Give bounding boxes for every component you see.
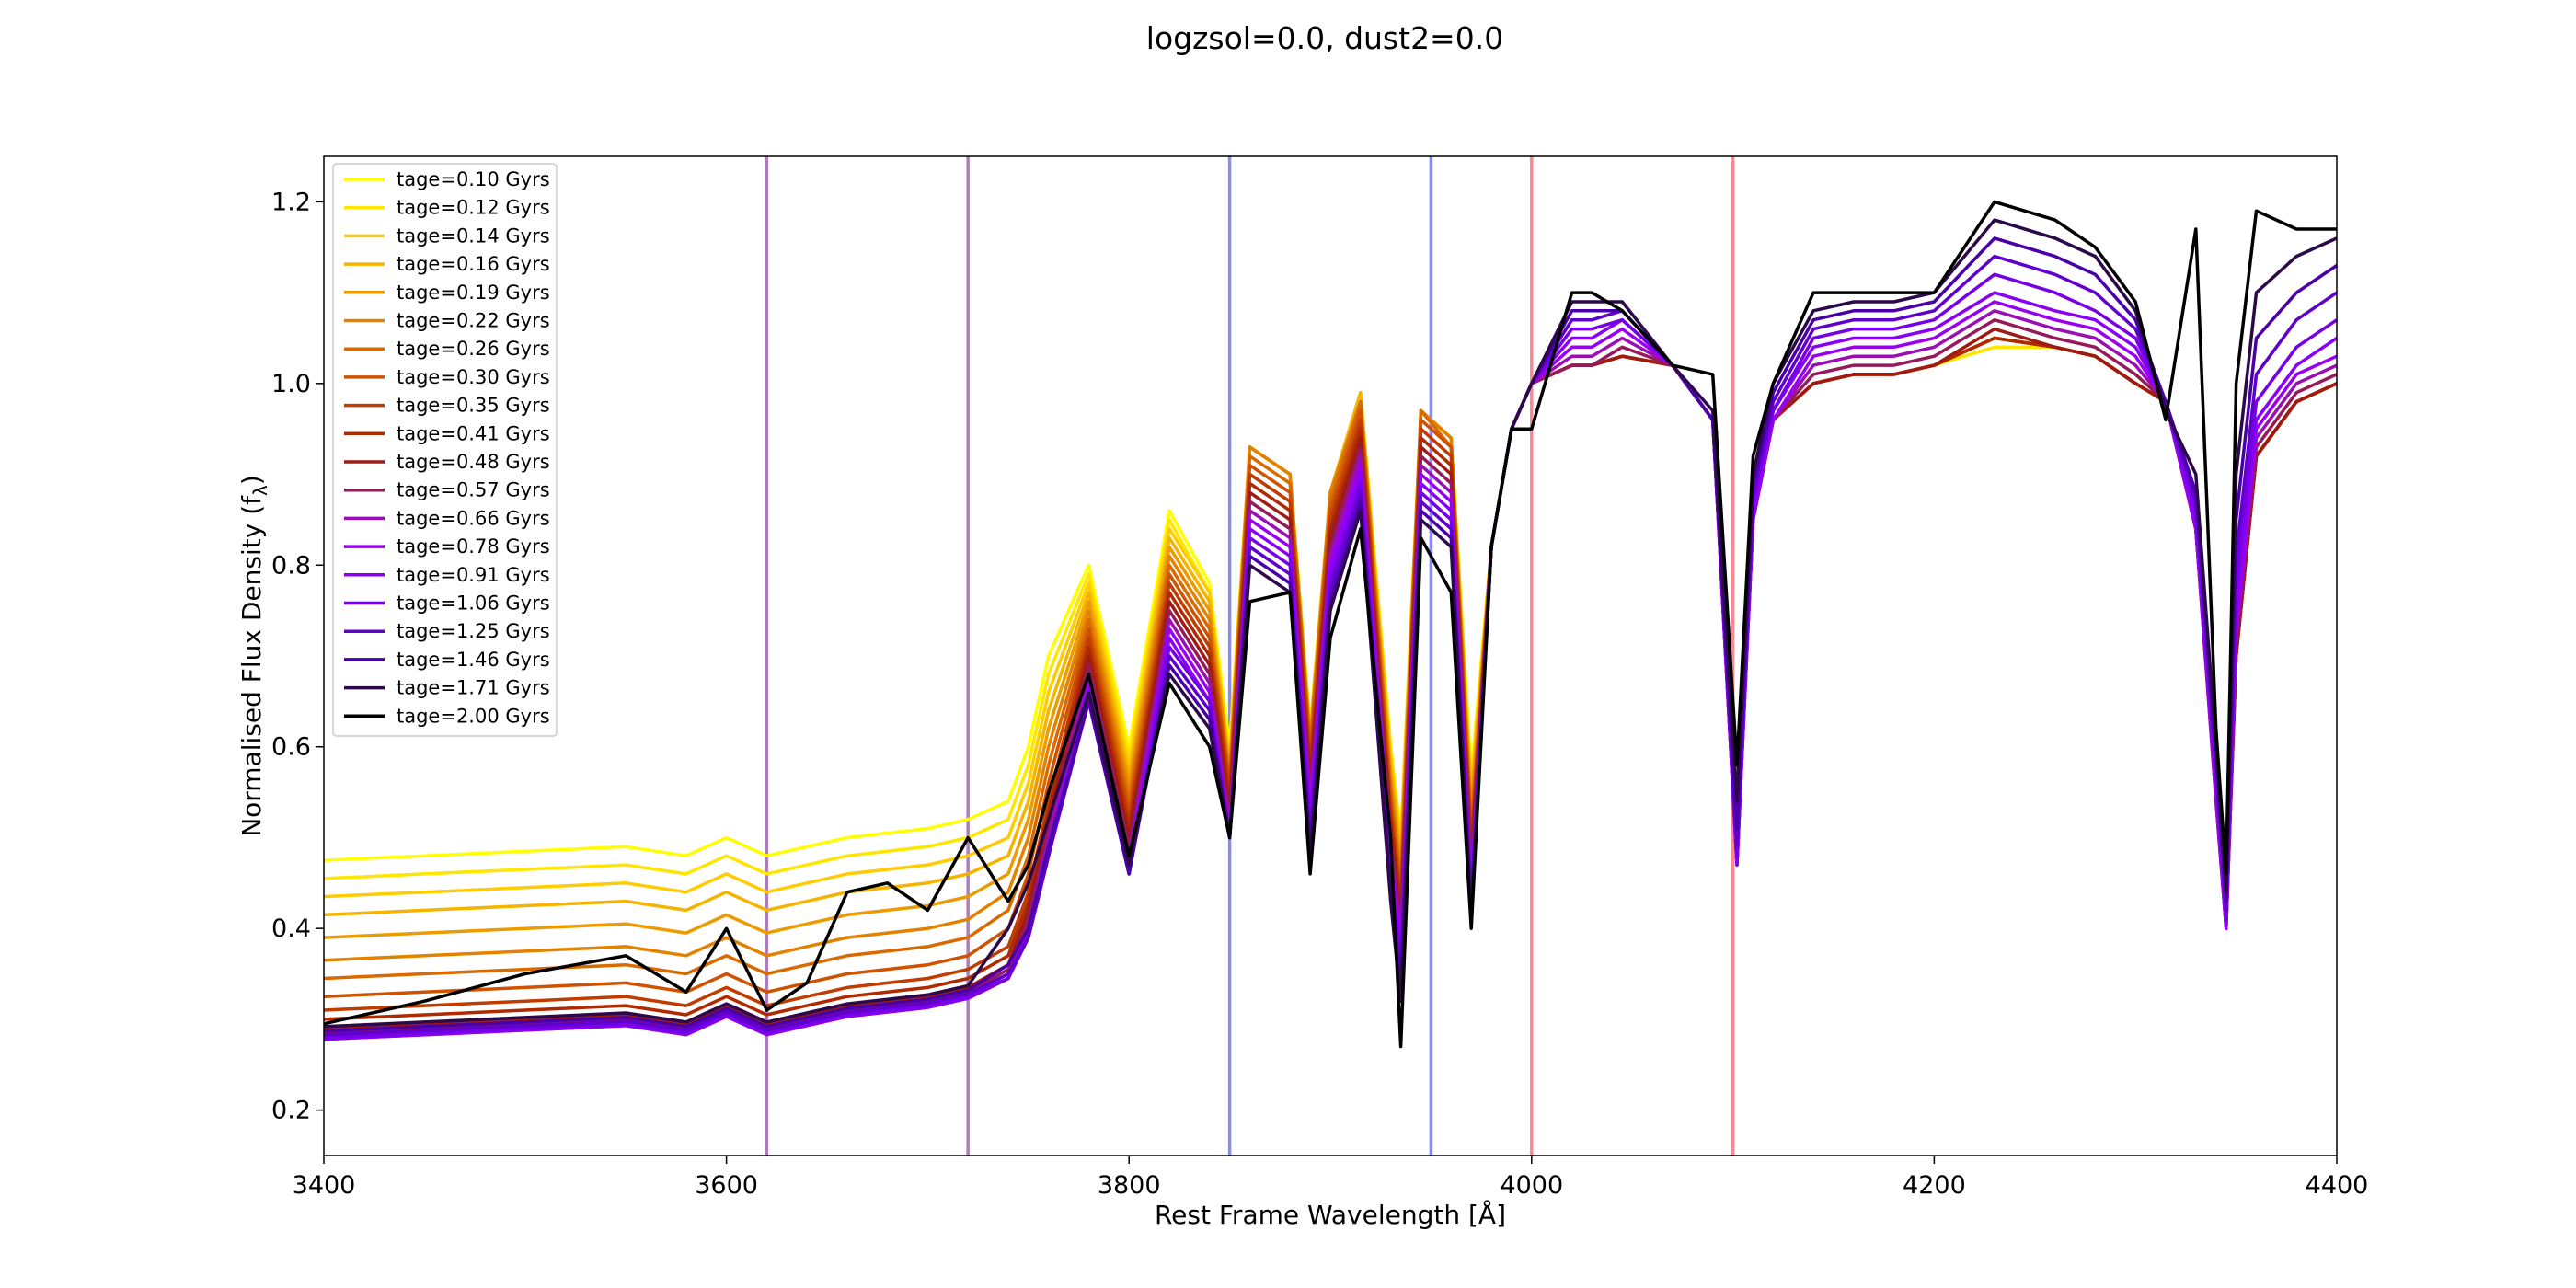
series-line-18 (323, 236, 2338, 1033)
plot-frame (323, 155, 2338, 1156)
y-axis: 0.2 0.4 0.6 0.8 1.0 1.2 (271, 188, 324, 1125)
legend-label: tage=0.19 Gyrs (397, 282, 550, 304)
legend-label: tage=0.78 Gyrs (397, 535, 550, 558)
series-line-10 (323, 336, 2338, 1021)
x-axis-title: Rest Frame Wavelength [Å] (1155, 1199, 1506, 1230)
series-line-13 (323, 309, 2338, 1040)
x-tick-label: 3400 (293, 1171, 356, 1200)
legend-label: tage=1.46 Gyrs (397, 649, 550, 671)
series-line-16 (323, 272, 2338, 1040)
legend-label: tage=0.30 Gyrs (397, 366, 550, 388)
legend-label: tage=0.14 Gyrs (397, 224, 550, 247)
series-line-12 (323, 317, 2338, 1035)
y-tick-label: 0.6 (271, 733, 311, 762)
legend-label: tage=0.35 Gyrs (397, 395, 550, 417)
legend-box (332, 163, 558, 737)
legend-label: tage=0.22 Gyrs (397, 310, 550, 332)
legend-label: tage=1.71 Gyrs (397, 677, 550, 699)
reference-lines (765, 156, 1735, 1156)
y-tick-label: 0.4 (271, 914, 311, 943)
series-line-15 (323, 291, 2338, 1041)
y-tick-label: 0.8 (271, 551, 311, 580)
series-lines (323, 200, 2338, 1049)
series-line-11 (323, 327, 2338, 1030)
legend-label: tage=0.91 Gyrs (397, 564, 550, 586)
series-line-14 (323, 300, 2338, 1041)
legend-label: tage=0.26 Gyrs (397, 338, 550, 360)
legend-label: tage=0.16 Gyrs (397, 253, 550, 275)
legend-label: tage=0.66 Gyrs (397, 507, 550, 529)
legend-label: tage=1.06 Gyrs (397, 592, 550, 615)
y-tick-label: 1.2 (271, 188, 311, 216)
x-tick-label: 4200 (1903, 1171, 1966, 1200)
legend: tage=0.10 Gyrs tage=0.12 Gyrs tage=0.14 Gy… (332, 163, 558, 737)
x-tick-label: 3800 (1098, 1171, 1161, 1200)
series-line-19 (323, 218, 2338, 1029)
x-tick-label: 4400 (2306, 1171, 2369, 1200)
legend-label: tage=0.10 Gyrs (397, 168, 550, 190)
chart-title: logzsol=0.0, dust2=0.0 (1146, 20, 1503, 56)
series-line-8 (323, 336, 2338, 998)
series-line-20 (323, 200, 2337, 1049)
legend-label: tage=2.00 Gyrs (397, 705, 550, 727)
series-line-17 (323, 254, 2338, 1037)
x-axis: 3400 3600 3800 4000 4200 4400 (293, 1156, 2369, 1200)
legend-label: tage=0.12 Gyrs (397, 197, 550, 219)
legend-label: tage=1.25 Gyrs (397, 620, 550, 642)
x-tick-label: 3600 (695, 1171, 758, 1200)
legend-label: tage=0.57 Gyrs (397, 479, 550, 501)
y-tick-label: 0.2 (271, 1097, 311, 1125)
x-tick-label: 4000 (1500, 1171, 1563, 1200)
series-line-9 (323, 336, 2338, 1012)
y-axis-title: Normalised Flux Density (fλ) (236, 475, 271, 837)
legend-label: tage=0.48 Gyrs (397, 451, 550, 473)
legend-label: tage=0.41 Gyrs (397, 422, 550, 444)
y-tick-label: 1.0 (271, 370, 311, 398)
